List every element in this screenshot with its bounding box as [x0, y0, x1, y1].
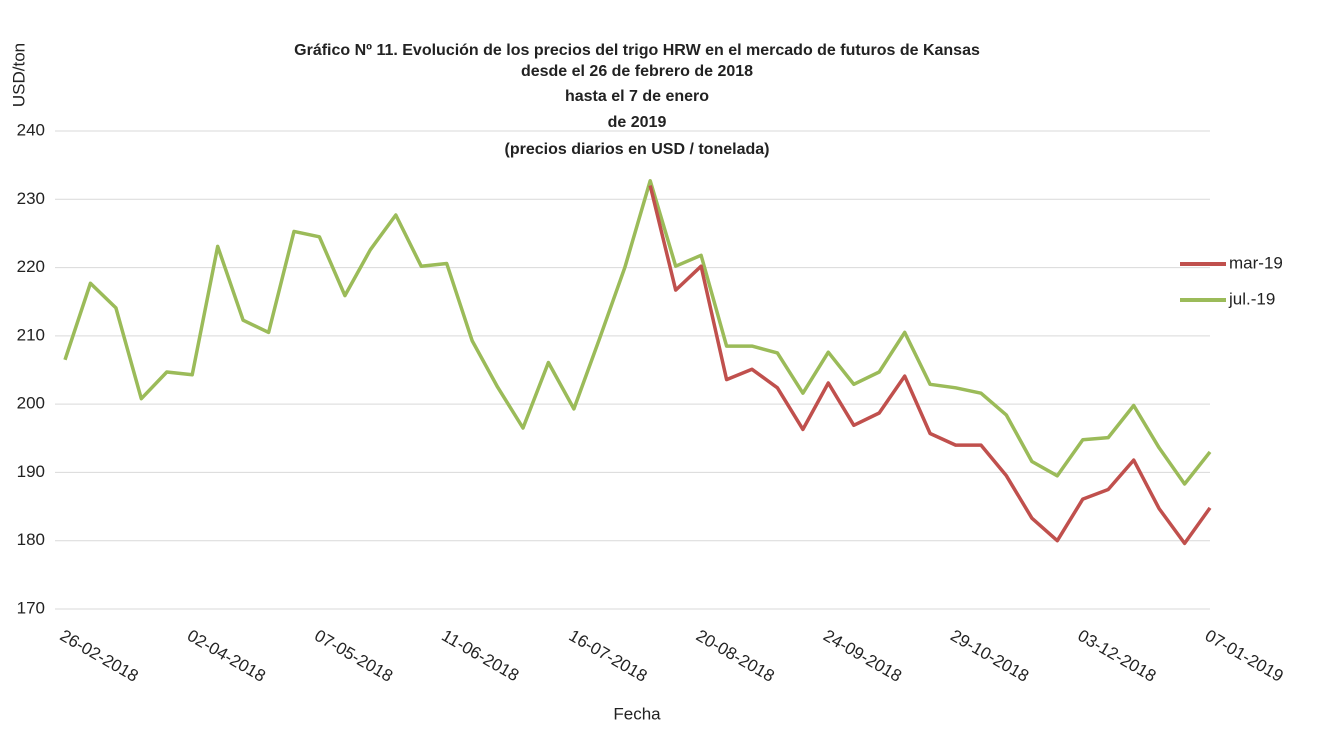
series-line [648, 185, 1212, 546]
chart-title: (precios diarios en USD / tonelada) [505, 141, 770, 158]
chart-title: de 2019 [608, 114, 667, 131]
y-tick-label: 230 [17, 189, 45, 208]
x-tick-label: 03-12-2018 [1075, 626, 1160, 686]
x-tick-label: 11-06-2018 [438, 626, 522, 685]
legend-label: mar-19 [1229, 253, 1283, 272]
y-tick-label: 200 [17, 394, 45, 413]
x-tick-label: 24-09-2018 [820, 626, 905, 686]
y-axis-label: USD/ton [9, 43, 28, 107]
chart-title: desde el 26 de febrero de 2018 [521, 63, 753, 80]
chart-title: Gráfico Nº 11. Evolución de los precios … [294, 42, 980, 59]
y-tick-label: 170 [17, 598, 45, 617]
x-tick-label: 26-02-2018 [57, 626, 142, 686]
chart-title: hasta el 7 de enero [565, 88, 709, 105]
x-tick-label: 16-07-2018 [566, 626, 651, 686]
legend-label: jul.-19 [1228, 289, 1275, 308]
y-tick-label: 240 [17, 120, 45, 139]
series-line [63, 179, 1212, 486]
y-tick-label: 190 [17, 462, 45, 481]
x-tick-label: 02-04-2018 [184, 626, 269, 686]
y-tick-label: 180 [17, 530, 45, 549]
x-tick-label: 29-10-2018 [947, 626, 1032, 686]
x-tick-label: 07-05-2018 [311, 626, 396, 686]
y-tick-label: 220 [17, 257, 45, 276]
y-tick-label: 210 [17, 325, 45, 344]
x-tick-label: 07-01-2019 [1202, 626, 1287, 686]
x-axis-label: Fecha [613, 704, 661, 723]
x-tick-label: 20-08-2018 [693, 626, 778, 686]
